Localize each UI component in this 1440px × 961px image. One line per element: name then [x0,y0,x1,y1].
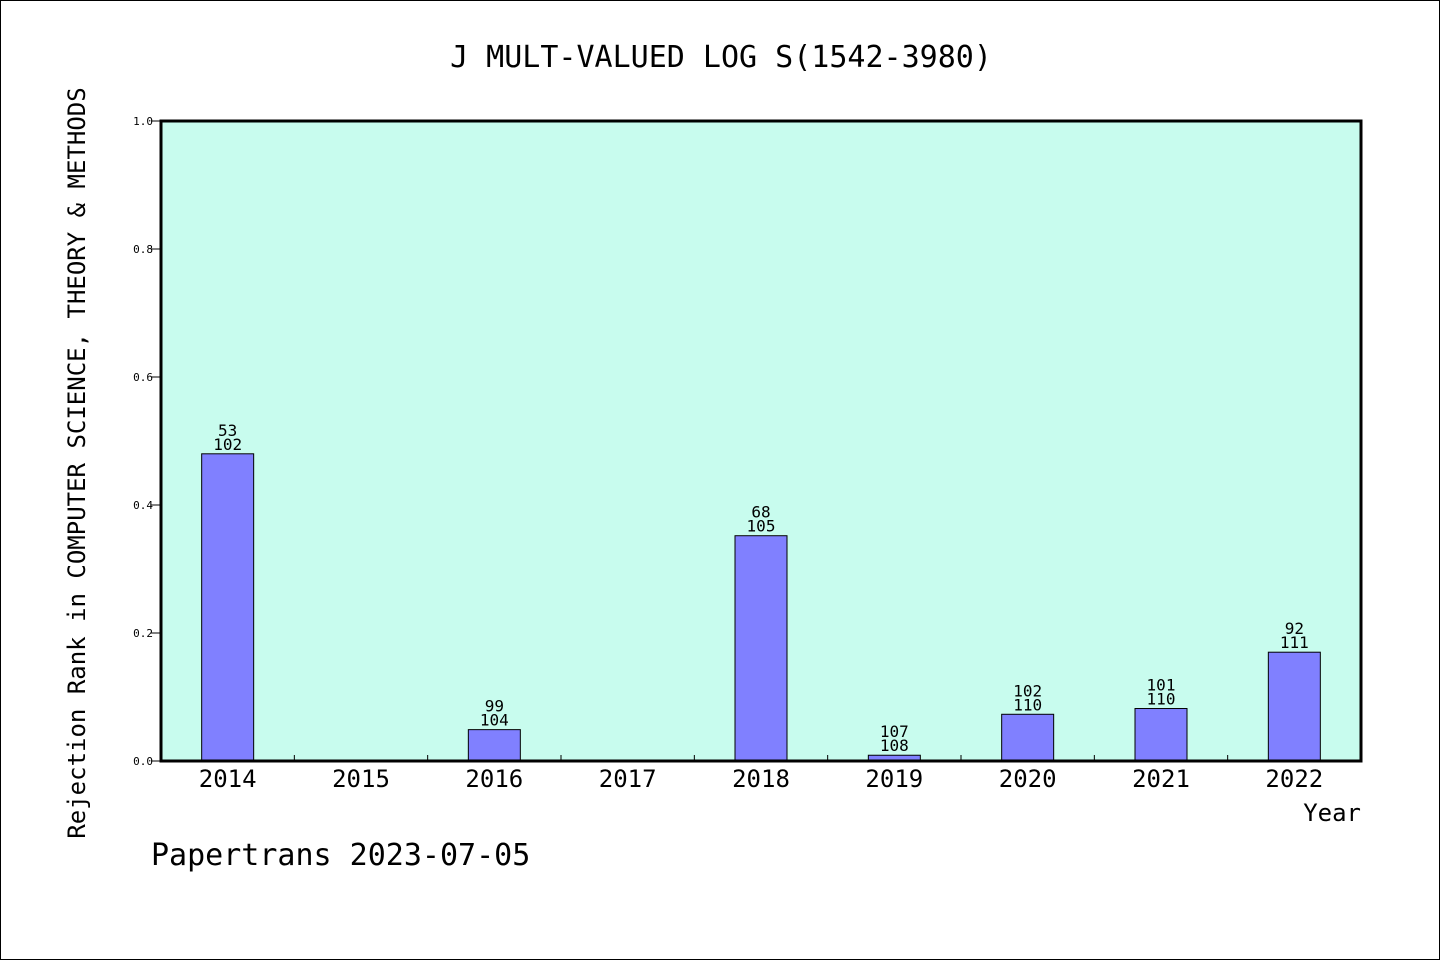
chart-title: J MULT-VALUED LOG S(1542-3980) [450,40,992,75]
y-tick-label: 1.0 [133,115,153,128]
x-axis: 2014 2015 2016 2017 2018 2019 2020 2021 2022 [199,755,1323,793]
x-tick-label: 2019 [865,765,923,793]
bar-label-top: 99 [485,697,504,716]
plot-border [159,119,1363,763]
y-tick-label: 0.6 [133,371,153,384]
x-tick-label: 2018 [732,765,790,793]
bar-2021 [1134,708,1188,762]
y-axis: 0.0 0.2 0.4 0.6 0.8 1.0 [133,115,161,768]
bar-2018 [734,535,788,762]
bar-label-bottom: 102 [213,435,242,454]
bar-label-bottom: 110 [1013,695,1042,714]
bar-2020 [1001,713,1055,762]
x-tick-label: 2020 [999,765,1057,793]
bar-2014 [201,453,255,762]
x-tick-label: 2014 [199,765,257,793]
bar-label-bottom: 104 [480,711,509,730]
bar-2022 [1267,651,1321,762]
x-tick-label: 2016 [465,765,523,793]
x-tick-label: 2022 [1265,765,1323,793]
x-tick-label: 2021 [1132,765,1190,793]
x-tick-label: 2017 [599,765,657,793]
bar-label-top: 68 [751,503,770,522]
footer-credit: Papertrans 2023-07-05 [151,838,530,873]
y-axis-label: Rejection Rank in COMPUTER SCIENCE, THEO… [63,87,91,838]
y-tick-label: 0.0 [133,755,153,768]
bar-2016 [467,729,521,762]
bar-label-top: 102 [1013,681,1042,700]
y-tick-label: 0.2 [133,627,153,640]
x-tick-label: 2015 [332,765,390,793]
bar-label-top: 92 [1285,619,1304,638]
bar-label-bottom: 111 [1280,633,1309,652]
bar-series [201,453,1321,762]
bar-label-top: 107 [880,722,909,741]
y-tick-label: 0.4 [133,499,153,512]
bar-label-top: 101 [1147,676,1176,695]
x-axis-label: Year [1303,799,1361,827]
bar-label-top: 53 [218,421,237,440]
bar-label-bottom: 105 [747,517,776,536]
bar-label-bottom: 110 [1147,690,1176,709]
y-tick-label: 0.8 [133,243,153,256]
bar-label-bottom: 108 [880,736,909,755]
